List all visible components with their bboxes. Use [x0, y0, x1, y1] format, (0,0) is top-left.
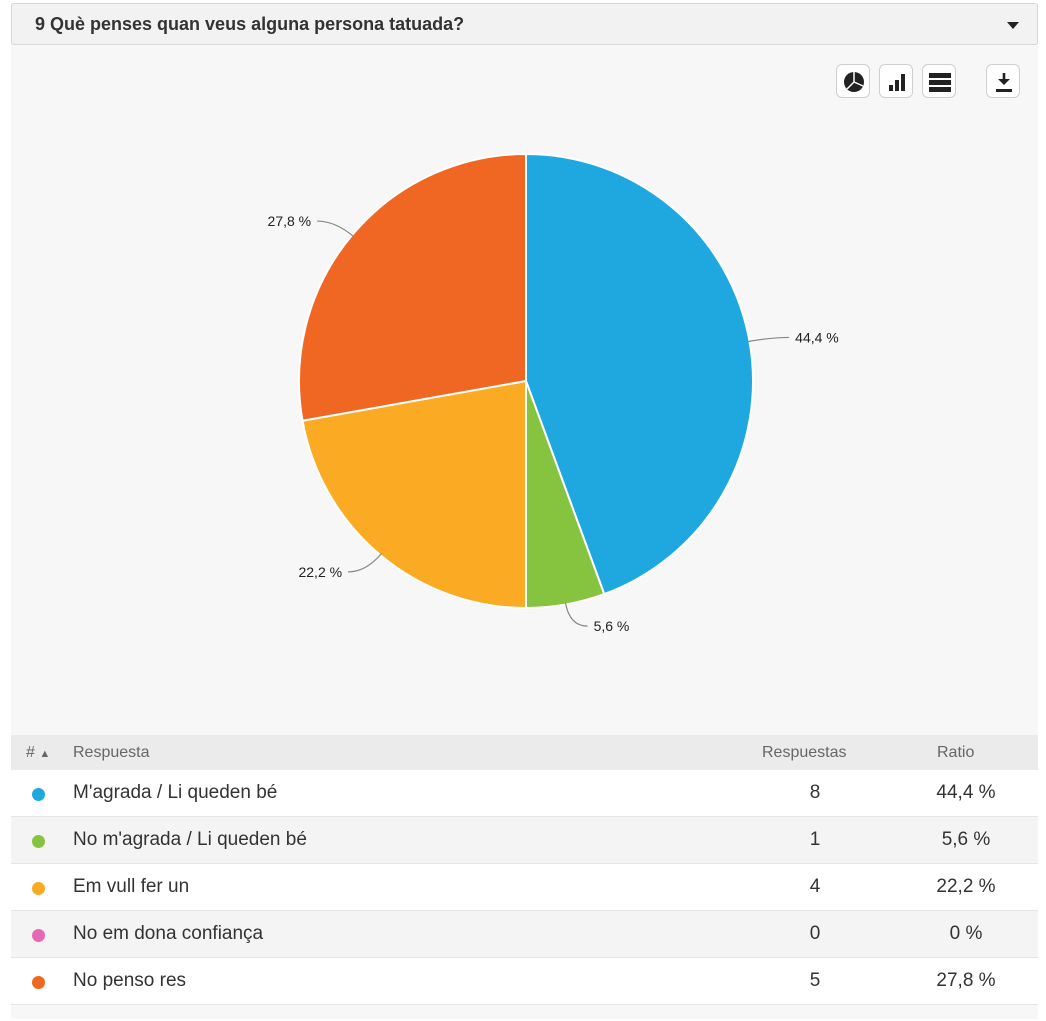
slice-label: 44,4 % — [795, 329, 839, 345]
question-title: 9 Què penses quan veus alguna persona ta… — [35, 14, 465, 34]
question-panel: 9 Què penses quan veus alguna persona ta… — [11, 3, 1038, 1019]
answer-cell: Em vull fer un — [73, 876, 190, 897]
table-row: M'agrada / Li queden bé 8 44,4 % — [11, 770, 1038, 817]
count-cell: 5 — [809, 970, 821, 991]
ratio-cell: 22,2 % — [936, 876, 996, 897]
color-dot-icon — [32, 882, 45, 895]
results-table: # ▲ Respuesta Respuestas Ratio M'agrada … — [11, 735, 1038, 1005]
pie-chart-button[interactable] — [836, 64, 870, 98]
table-row: No m'agrada / Li queden bé 1 5,6 % — [11, 817, 1038, 864]
index-header-label: # — [26, 744, 35, 761]
question-header-dropdown[interactable]: 9 Què penses quan veus alguna persona ta… — [11, 3, 1038, 45]
color-dot-icon — [32, 788, 45, 801]
pie-chart: 44,4 % 5,6 % 22,2 % 27,8 % — [268, 152, 839, 634]
pie-slice[interactable] — [298, 152, 527, 422]
ratio-cell: 44,4 % — [936, 782, 996, 803]
color-dot-icon — [32, 929, 45, 942]
table-view-button[interactable] — [922, 64, 956, 98]
answer-cell: M'agrada / Li queden bé — [73, 782, 278, 803]
leader-line — [747, 336, 790, 343]
leader-line — [348, 553, 382, 573]
color-dot-icon — [32, 976, 45, 989]
table-header: # ▲ Respuesta Respuestas Ratio — [11, 735, 1038, 770]
count-cell: 8 — [809, 782, 821, 803]
bar-chart-icon — [889, 74, 905, 91]
count-header: Respuestas — [762, 744, 847, 761]
color-dot-icon — [32, 835, 45, 848]
ratio-cell: 0 % — [949, 923, 983, 944]
sort-asc-icon: ▲ — [39, 748, 51, 760]
answer-cell: No penso res — [73, 970, 187, 991]
table-icon — [929, 73, 951, 92]
leader-line — [317, 220, 354, 237]
ratio-cell: 27,8 % — [936, 970, 996, 991]
pie-chart-icon — [844, 72, 864, 92]
count-cell: 1 — [809, 829, 821, 850]
slice-label: 27,8 % — [268, 213, 312, 229]
ratio-cell: 5,6 % — [941, 829, 991, 850]
count-cell: 4 — [809, 876, 821, 897]
count-cell: 0 — [809, 923, 821, 944]
leader-line — [564, 602, 588, 627]
download-button[interactable] — [986, 64, 1020, 98]
caret-down-icon[interactable] — [1007, 22, 1019, 29]
index-header[interactable]: # ▲ — [26, 744, 50, 762]
table-body: M'agrada / Li queden bé 8 44,4 % No m'agrad… — [11, 770, 1038, 1005]
ratio-header: Ratio — [937, 744, 975, 761]
download-icon — [996, 73, 1012, 92]
answer-cell: No m'agrada / Li queden bé — [73, 829, 307, 850]
table-row: Em vull fer un 4 22,2 % — [11, 864, 1038, 911]
answer-cell: No em dona confiança — [73, 923, 264, 944]
table-row: No em dona confiança 0 0 % — [11, 911, 1038, 958]
slice-label: 22,2 % — [298, 564, 342, 580]
slice-label: 5,6 % — [594, 618, 630, 634]
table-row: No penso res 5 27,8 % — [11, 958, 1038, 1005]
bar-chart-button[interactable] — [879, 64, 913, 98]
answer-header: Respuesta — [73, 744, 150, 761]
